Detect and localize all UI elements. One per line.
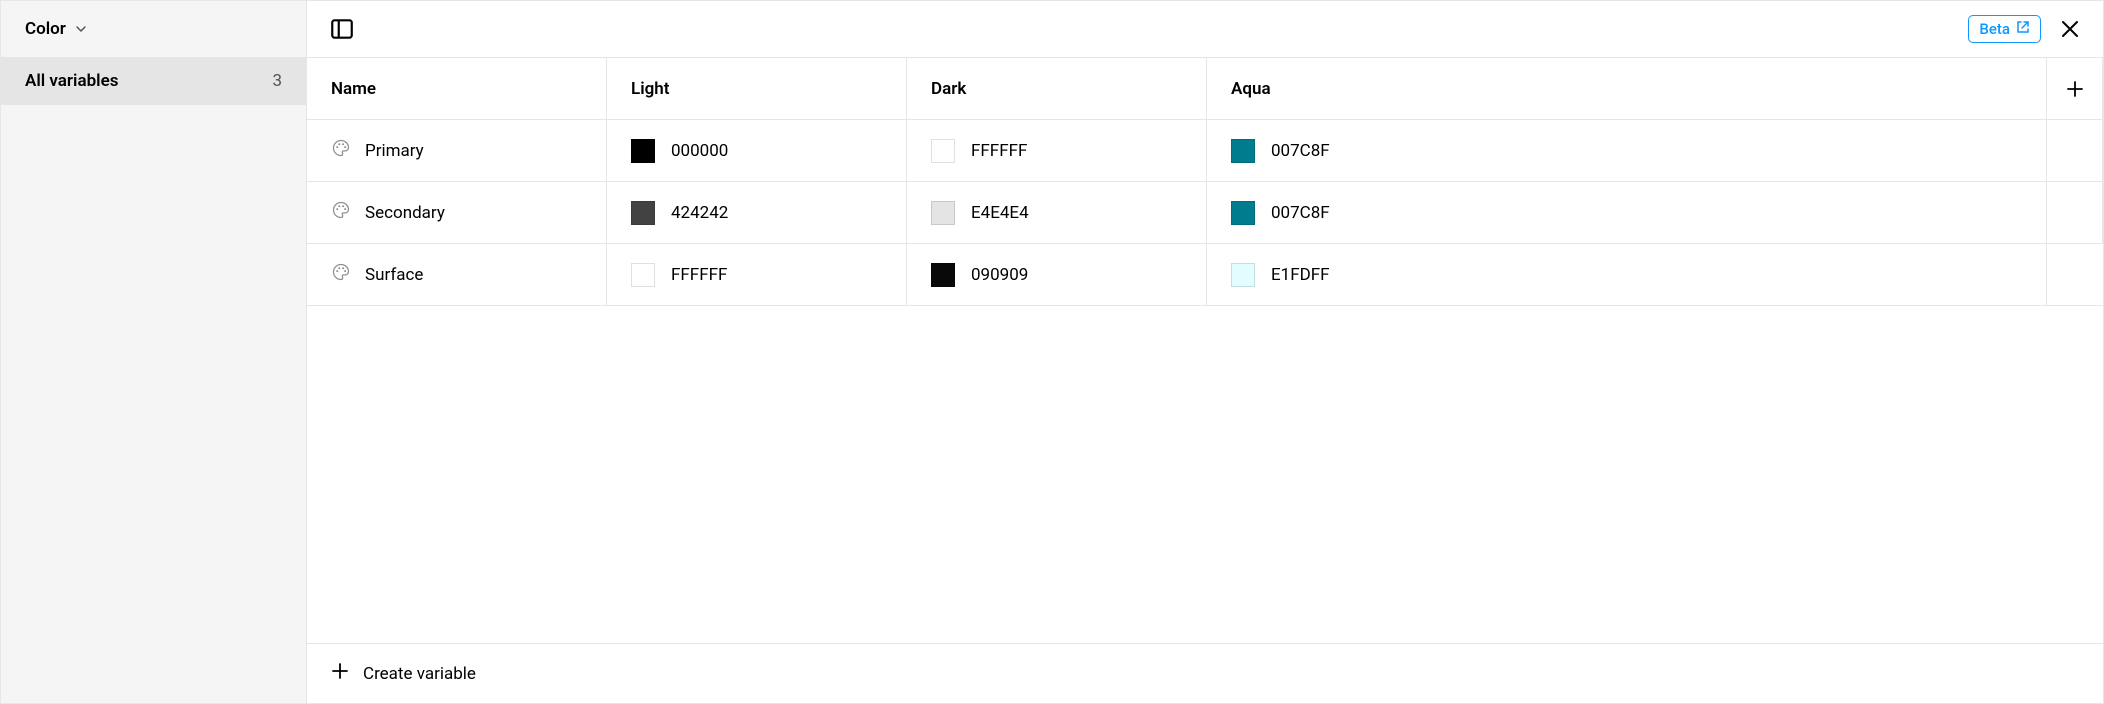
color-swatch xyxy=(631,139,655,163)
sidebar-item-label: All variables xyxy=(25,71,118,91)
palette-icon xyxy=(331,262,351,287)
color-hex: FFFFFF xyxy=(671,265,727,285)
color-swatch xyxy=(1231,263,1255,287)
row-trailing-cell xyxy=(2047,182,2103,244)
main-panel: Beta xyxy=(307,1,2103,703)
sidebar-item-count: 3 xyxy=(272,71,282,91)
color-hex: E4E4E4 xyxy=(971,203,1029,223)
create-variable-button[interactable]: Create variable xyxy=(307,643,2103,703)
variable-name-cell[interactable]: Secondary xyxy=(307,182,607,244)
color-value-cell[interactable]: 007C8F xyxy=(1207,120,2047,182)
color-value-cell[interactable]: E4E4E4 xyxy=(907,182,1207,244)
palette-icon xyxy=(331,138,351,163)
color-value-cell[interactable]: 424242 xyxy=(607,182,907,244)
color-hex: 000000 xyxy=(671,141,728,161)
variable-name-cell[interactable]: Primary xyxy=(307,120,607,182)
color-hex: FFFFFF xyxy=(971,141,1027,161)
external-link-icon xyxy=(2016,20,2030,38)
column-header-mode-dark[interactable]: Dark xyxy=(907,58,1207,120)
color-hex: 007C8F xyxy=(1271,203,1330,223)
color-value-cell[interactable]: 090909 xyxy=(907,244,1207,306)
variables-table: Name Light Dark Aqua Primary 000000 FFFFFF… xyxy=(307,58,2103,306)
color-hex: 090909 xyxy=(971,265,1028,285)
column-header-name[interactable]: Name xyxy=(307,58,607,120)
color-value-cell[interactable]: E1FDFF xyxy=(1207,244,2047,306)
row-trailing-cell xyxy=(2047,120,2103,182)
color-swatch xyxy=(931,139,955,163)
variable-name: Surface xyxy=(365,265,423,285)
sidebar: Color All variables 3 xyxy=(1,1,307,703)
color-hex: 007C8F xyxy=(1271,141,1330,161)
type-label: Color xyxy=(25,19,66,39)
color-hex: 424242 xyxy=(671,203,728,223)
palette-icon xyxy=(331,200,351,225)
column-header-mode-aqua[interactable]: Aqua xyxy=(1207,58,2047,120)
color-value-cell[interactable]: FFFFFF xyxy=(907,120,1207,182)
row-trailing-cell xyxy=(2047,244,2103,306)
variable-name: Secondary xyxy=(365,203,445,223)
color-value-cell[interactable]: 007C8F xyxy=(1207,182,2047,244)
close-button[interactable] xyxy=(2059,18,2081,40)
plus-icon xyxy=(2065,79,2085,99)
column-header-mode-light[interactable]: Light xyxy=(607,58,907,120)
color-swatch xyxy=(631,201,655,225)
color-value-cell[interactable]: FFFFFF xyxy=(607,244,907,306)
toggle-sidebar-button[interactable] xyxy=(329,16,355,42)
type-dropdown[interactable]: Color xyxy=(1,1,306,57)
color-swatch xyxy=(631,263,655,287)
color-value-cell[interactable]: 000000 xyxy=(607,120,907,182)
add-mode-button[interactable] xyxy=(2047,58,2103,120)
variable-name: Primary xyxy=(365,141,424,161)
sidebar-item-all-variables[interactable]: All variables 3 xyxy=(1,57,306,105)
color-swatch xyxy=(1231,201,1255,225)
chevron-down-icon xyxy=(74,22,88,36)
beta-label: Beta xyxy=(1979,20,2010,38)
color-hex: E1FDFF xyxy=(1271,265,1330,285)
color-swatch xyxy=(931,263,955,287)
plus-icon xyxy=(331,662,349,685)
color-swatch xyxy=(1231,139,1255,163)
beta-badge[interactable]: Beta xyxy=(1968,15,2041,43)
create-variable-label: Create variable xyxy=(363,664,476,684)
toolbar: Beta xyxy=(307,1,2103,58)
variable-name-cell[interactable]: Surface xyxy=(307,244,607,306)
color-swatch xyxy=(931,201,955,225)
